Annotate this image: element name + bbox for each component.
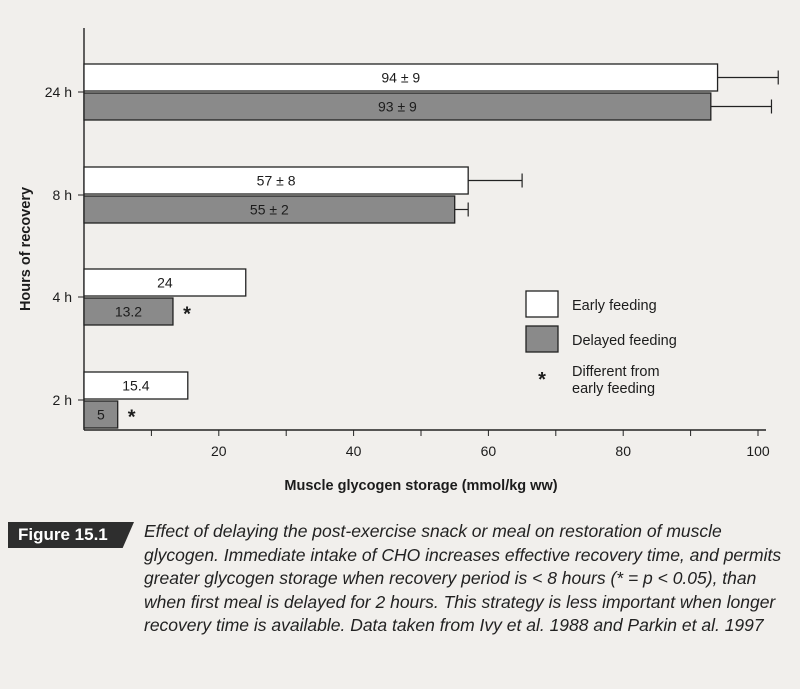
bar-delayed-feeding bbox=[83, 297, 174, 326]
bar-value-label: 93 ± 9 bbox=[378, 99, 417, 115]
bar-early-feeding bbox=[83, 371, 189, 400]
x-tick-label: 100 bbox=[746, 443, 770, 459]
bar-value-label: 13.2 bbox=[115, 304, 142, 320]
significance-marker: * bbox=[183, 304, 191, 326]
y-tick-label: 2 h bbox=[53, 392, 72, 408]
legend-swatch-delayed-feeding bbox=[525, 325, 559, 353]
bar-value-label: 55 ± 2 bbox=[250, 202, 289, 218]
bar-value-label: 5 bbox=[97, 407, 105, 423]
glycogen-bar-chart: 20 40 60 80 100 Muscle glycogen storage (mmol… bbox=[18, 28, 779, 494]
figure-label: Figure 15.1 bbox=[8, 522, 134, 548]
bar-delayed-feeding bbox=[83, 400, 119, 429]
significance-marker: * bbox=[128, 407, 136, 429]
x-axis-title: Muscle glycogen storage (mmol/kg ww) bbox=[284, 478, 557, 494]
legend-swatch-early-feeding bbox=[525, 290, 559, 318]
caption-text: Effect of delaying the post-exercise sna… bbox=[144, 521, 782, 636]
bar-delayed-feeding bbox=[83, 195, 456, 224]
chart-legend: Early feeding Delayed feeding * Different f… bbox=[525, 290, 677, 397]
legend-label: Delayed feeding bbox=[572, 333, 677, 349]
y-axis-title: Hours of recovery bbox=[18, 187, 34, 311]
chart-axes: 20 40 60 80 100 Muscle glycogen storage (mmol… bbox=[18, 28, 770, 494]
legend-asterisk: * bbox=[538, 369, 546, 391]
chart-bars: 94 ± 9 93 ± 9 57 ± 8 55 ± 2 24 13.2 * 15.4 5 * bbox=[83, 63, 779, 429]
x-tick-label: 80 bbox=[615, 443, 631, 459]
bar-delayed-feeding bbox=[83, 92, 712, 121]
legend-label: Early feeding bbox=[572, 298, 657, 314]
legend-marker-text: Different from bbox=[572, 364, 660, 380]
y-tick-label: 4 h bbox=[53, 289, 72, 305]
x-tick-label: 20 bbox=[211, 443, 227, 459]
bar-value-label: 94 ± 9 bbox=[381, 70, 420, 86]
legend-marker-text: early feeding bbox=[572, 381, 655, 397]
x-tick-label: 40 bbox=[346, 443, 362, 459]
bar-early-feeding bbox=[83, 268, 247, 297]
bar-value-label: 24 bbox=[157, 275, 173, 291]
x-tick-label: 60 bbox=[481, 443, 497, 459]
y-tick-label: 24 h bbox=[45, 84, 72, 100]
y-tick-label: 8 h bbox=[53, 187, 72, 203]
bar-value-label: 15.4 bbox=[122, 378, 149, 394]
bar-value-label: 57 ± 8 bbox=[257, 173, 296, 189]
